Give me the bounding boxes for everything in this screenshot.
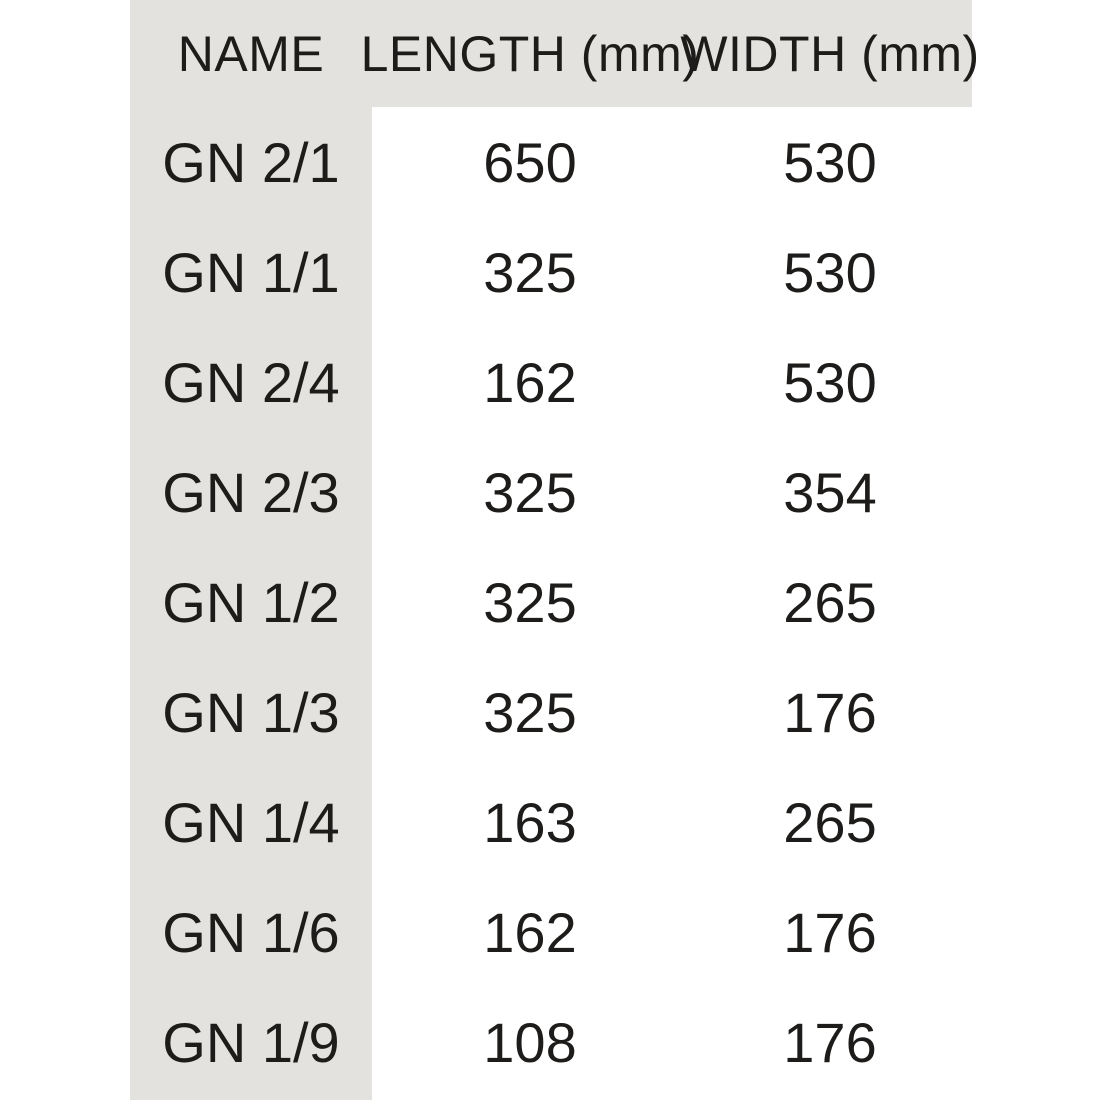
length-cell: 108	[483, 1010, 577, 1074]
length-cell: 162	[483, 900, 577, 964]
width-cell: 530	[783, 240, 877, 304]
name-cell: GN 2/1	[162, 130, 340, 194]
width-cell: 265	[783, 790, 877, 854]
name-cell: GN 1/9	[162, 1010, 340, 1074]
name-cell: GN 1/3	[162, 680, 340, 744]
name-cell: GN 2/3	[162, 460, 340, 524]
name-cell: GN 2/4	[162, 350, 340, 414]
column-header-length: LENGTH (mm)	[360, 25, 700, 82]
length-cell: 162	[483, 350, 577, 414]
name-cell: GN 1/4	[162, 790, 340, 854]
width-cell: 354	[783, 460, 877, 524]
width-cell: 176	[783, 1010, 877, 1074]
width-cell: 530	[783, 130, 877, 194]
name-cell: GN 1/2	[162, 570, 340, 634]
length-cell: 325	[483, 570, 577, 634]
column-header-width: WIDTH (mm)	[680, 25, 980, 82]
width-cell: 176	[783, 680, 877, 744]
name-cell: GN 1/1	[162, 240, 340, 304]
length-cell: 325	[483, 240, 577, 304]
name-column-band	[130, 0, 372, 1100]
width-cell: 176	[783, 900, 877, 964]
length-cell: 325	[483, 460, 577, 524]
header-band	[130, 0, 972, 107]
width-cell: 530	[783, 350, 877, 414]
name-cell: GN 1/6	[162, 900, 340, 964]
length-cell: 325	[483, 680, 577, 744]
length-cell: 650	[483, 130, 577, 194]
length-cell: 163	[483, 790, 577, 854]
width-cell: 265	[783, 570, 877, 634]
column-header-name: NAME	[177, 25, 325, 82]
gn-size-table: NAME LENGTH (mm) WIDTH (mm) GN 2/1 650 530…	[130, 0, 980, 1097]
